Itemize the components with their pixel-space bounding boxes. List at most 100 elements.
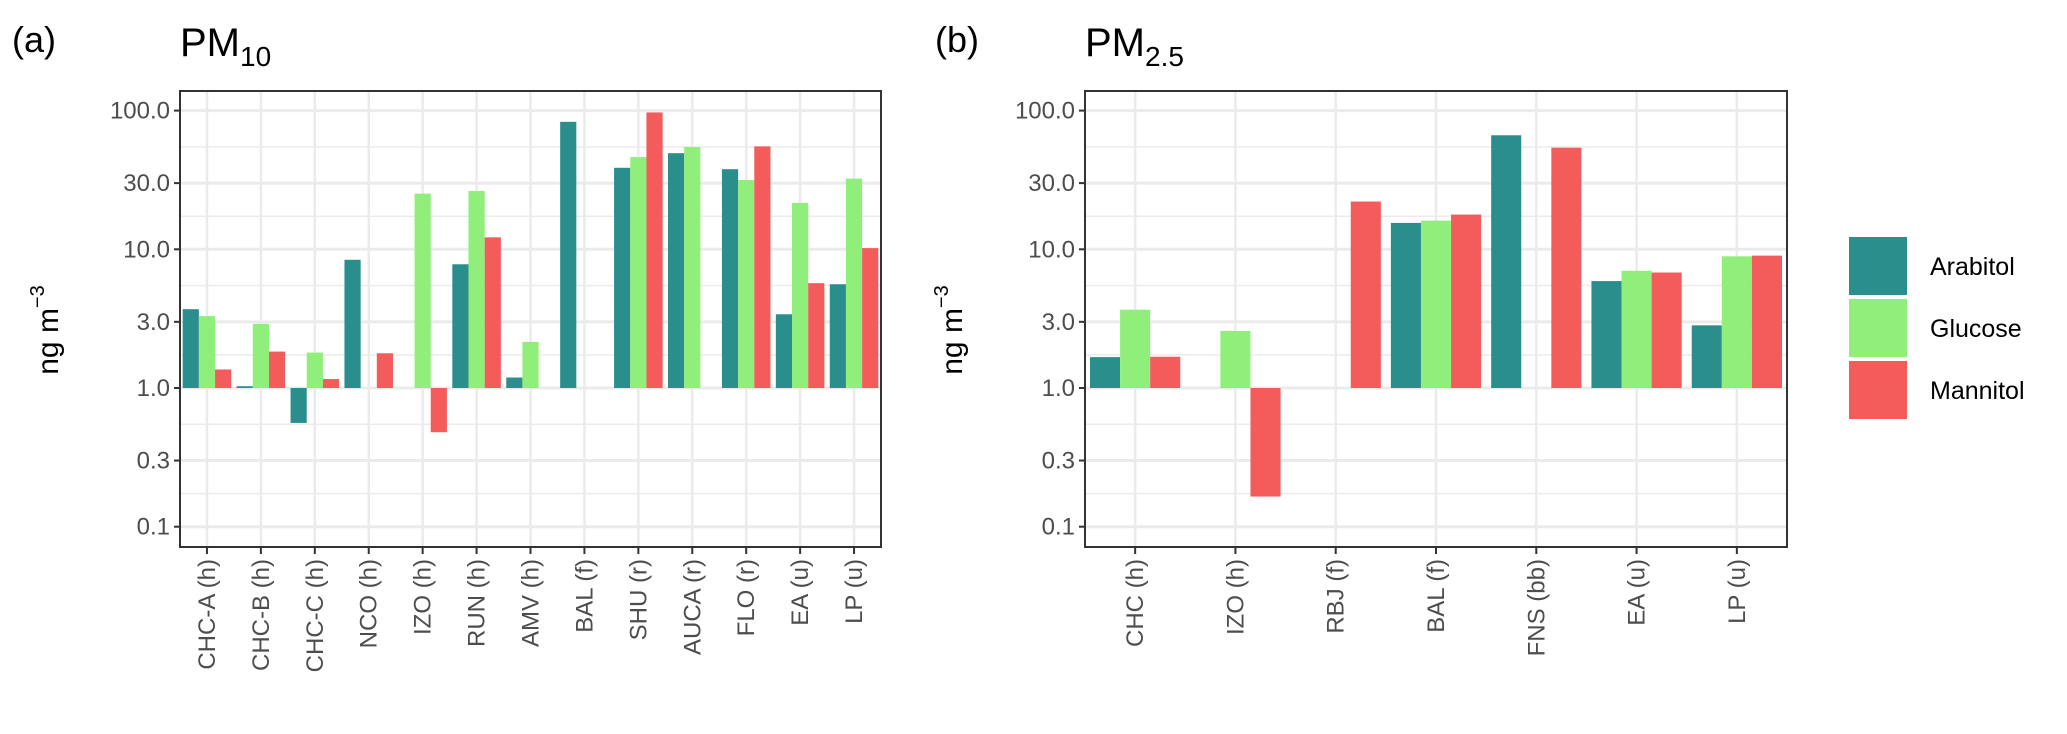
- legend-swatch-glucose: [1849, 299, 1907, 357]
- title-main: PM: [180, 21, 240, 65]
- bar-mannitol: [484, 237, 501, 388]
- y-axis-title: ng m−3: [27, 285, 65, 375]
- y-tick-label: 1.0: [1042, 375, 1075, 402]
- x-tick-label: EA (u): [787, 559, 814, 626]
- y-tick-label: 3.0: [1042, 309, 1075, 336]
- bar-glucose: [468, 191, 485, 388]
- bar-mannitol: [1451, 214, 1482, 388]
- y-axis-title-main: ng m: [936, 308, 969, 375]
- legend-label-mannitol: Mannitol: [1930, 377, 2025, 405]
- y-axis-title-sup: −3: [931, 285, 953, 308]
- bar-arabitol: [182, 309, 199, 388]
- y-tick-label: 10.0: [123, 236, 170, 263]
- bar-glucose: [414, 193, 431, 388]
- bar-arabitol: [614, 167, 631, 388]
- bar-glucose: [738, 179, 755, 388]
- x-tick-label: LP (u): [1724, 559, 1751, 624]
- y-tick-label: 3.0: [137, 309, 170, 336]
- bar-arabitol: [775, 314, 793, 388]
- bar-arabitol: [1491, 135, 1522, 388]
- bar-mannitol: [1651, 272, 1682, 388]
- x-tick-label: NCO (h): [356, 559, 383, 648]
- legend-label-glucose: Glucose: [1930, 315, 2022, 343]
- bar-mannitol: [1751, 255, 1782, 388]
- bar-arabitol: [560, 121, 577, 389]
- bar-mannitol: [322, 379, 340, 388]
- bar-glucose: [1420, 220, 1452, 388]
- bar-glucose: [306, 352, 323, 388]
- bar-arabitol: [668, 153, 685, 388]
- bar-arabitol: [506, 377, 523, 388]
- bar-mannitol: [1150, 356, 1181, 388]
- title-main: PM: [1085, 21, 1145, 65]
- y-tick-label: 0.3: [137, 448, 170, 475]
- legend-swatch-mannitol: [1849, 361, 1907, 419]
- bar-mannitol: [376, 353, 393, 388]
- bar-arabitol: [452, 264, 469, 388]
- y-tick-label: 0.1: [1042, 514, 1075, 541]
- bar-mannitol: [1250, 388, 1281, 497]
- legend-label-arabitol: Arabitol: [1930, 253, 2015, 281]
- x-tick-label: RBJ (f): [1323, 559, 1350, 634]
- x-tick-label: CHC-C (h): [302, 559, 329, 672]
- bar-mannitol: [430, 388, 447, 433]
- bar-arabitol: [290, 388, 307, 423]
- bar-arabitol: [721, 169, 739, 388]
- y-tick-label: 10.0: [1028, 236, 1075, 263]
- bar-glucose: [792, 202, 809, 388]
- bar-glucose: [1220, 330, 1251, 388]
- bar-mannitol: [268, 351, 286, 388]
- legend: Arabitol Glucose Mannitol: [1849, 237, 2025, 419]
- x-tick-label: BAL (f): [1423, 559, 1450, 633]
- x-tick-label: AMV (h): [518, 559, 545, 647]
- bar-glucose: [1721, 256, 1752, 388]
- x-tick-label: BAL (f): [571, 559, 598, 633]
- x-tick-label: CHC-A (h): [194, 559, 221, 670]
- bar-mannitol: [808, 283, 825, 388]
- bar-glucose: [198, 316, 216, 388]
- y-tick-label: 100.0: [1015, 98, 1075, 125]
- x-tick-label: FNS (bb): [1523, 559, 1550, 656]
- bar-arabitol: [1390, 222, 1421, 388]
- bar-mannitol: [754, 146, 771, 388]
- chart-title: PM2.5: [1085, 21, 1184, 72]
- bar-mannitol: [862, 248, 879, 388]
- y-tick-label: 30.0: [1028, 170, 1075, 197]
- x-tick-label: AUCA (r): [679, 559, 706, 655]
- panel-label: (a): [12, 19, 56, 60]
- chart-title: PM10: [180, 21, 271, 72]
- title-subscript: 10: [240, 41, 271, 72]
- bar-mannitol: [646, 112, 663, 389]
- bar-glucose: [522, 341, 539, 388]
- bar-arabitol: [344, 259, 361, 388]
- x-tick-label: EA (u): [1624, 559, 1651, 626]
- y-tick-label: 100.0: [110, 98, 170, 125]
- panel-pm25: (b) PM2.5 ng m−3 100.0 30.0 10.0 3.0 1.0 0.3 0…: [931, 19, 1788, 656]
- y-axis-title-main: ng m: [32, 308, 65, 375]
- bar-arabitol: [829, 284, 846, 388]
- x-tick-label: IZO (h): [410, 559, 437, 635]
- panel-label: (b): [935, 19, 979, 60]
- y-tick-label: 0.3: [1042, 448, 1075, 475]
- x-tick-label: FLO (r): [733, 559, 760, 636]
- y-axis-title-sup: −3: [27, 285, 49, 308]
- legend-swatch-arabitol: [1849, 237, 1907, 295]
- y-tick-label: 0.1: [137, 514, 170, 541]
- bar-arabitol: [1090, 357, 1121, 388]
- x-tick-label: CHC (h): [1122, 559, 1149, 647]
- x-tick-label: SHU (r): [625, 559, 652, 640]
- x-tick-label: RUN (h): [464, 559, 491, 647]
- y-axis-title: ng m−3: [931, 285, 969, 375]
- bar-glucose: [1621, 270, 1652, 388]
- x-tick-label: IZO (h): [1222, 559, 1249, 635]
- bar-arabitol: [1691, 325, 1722, 388]
- bar-glucose: [1120, 309, 1151, 388]
- x-tick-label: LP (u): [841, 559, 868, 624]
- bar-mannitol: [1350, 201, 1381, 388]
- bar-arabitol: [1591, 281, 1622, 388]
- bar-mannitol: [215, 369, 232, 388]
- title-subscript: 2.5: [1145, 41, 1184, 72]
- bar-mannitol: [1551, 147, 1582, 388]
- bar-glucose: [684, 147, 701, 388]
